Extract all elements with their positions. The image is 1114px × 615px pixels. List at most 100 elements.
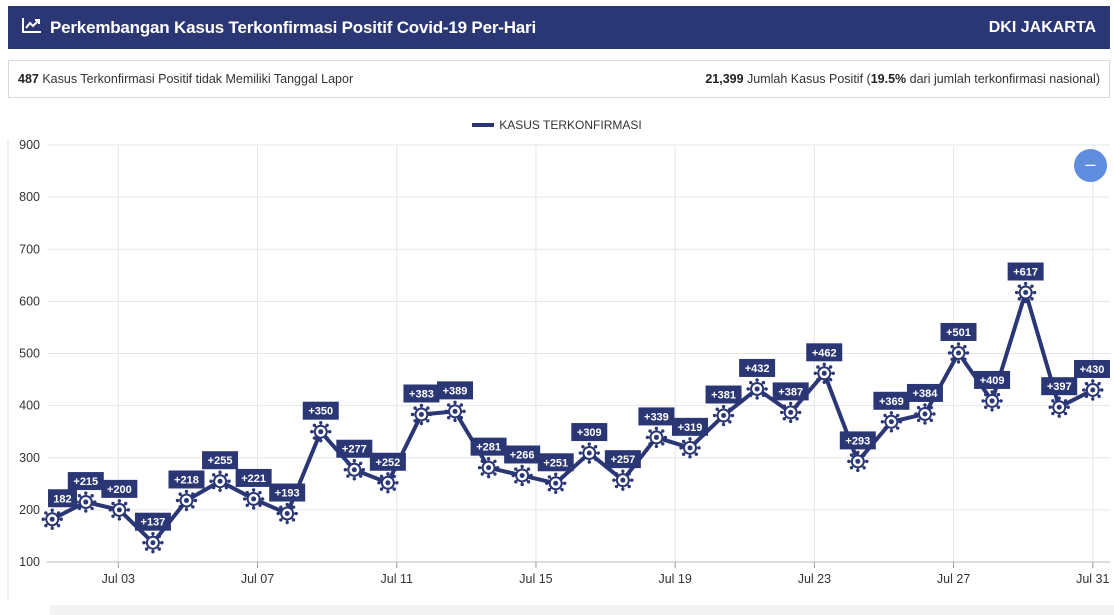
virus-icon	[645, 426, 668, 449]
data-label: +432	[745, 363, 770, 375]
virus-icon	[175, 489, 198, 512]
missing-date-count: 487	[18, 72, 39, 86]
data-label-box	[537, 453, 574, 472]
virus-icon	[914, 403, 936, 425]
data-label: +381	[711, 390, 736, 402]
missing-date-note: 487 Kasus Terkonfirmasi Positif tidak Me…	[18, 72, 353, 86]
y-tick-label: 400	[19, 399, 40, 413]
virus-icon	[880, 411, 903, 433]
data-label-box	[739, 358, 776, 377]
virus-icon	[410, 403, 433, 426]
data-label-box	[269, 483, 306, 502]
line-chart-icon	[22, 17, 42, 38]
data-label-box	[48, 489, 77, 508]
y-tick-label: 900	[19, 138, 40, 152]
virus-icon	[545, 472, 567, 494]
virus-icon	[477, 456, 500, 479]
data-label-box	[1074, 359, 1110, 378]
data-label-box	[873, 391, 910, 410]
virus-icon	[75, 491, 97, 513]
data-label: +397	[1047, 381, 1072, 393]
total-positive-count: 21,399	[705, 72, 744, 86]
data-label-box	[202, 451, 239, 470]
legend-swatch	[472, 122, 495, 127]
data-label-box	[134, 512, 171, 531]
virus-icon	[209, 470, 231, 492]
data-label-box	[839, 431, 876, 450]
data-label: +383	[409, 388, 434, 400]
data-label: +617	[1013, 267, 1038, 279]
info-bar: 487 Kasus Terkonfirmasi Positif tidak Me…	[8, 60, 1110, 98]
x-tick-label: Jul 07	[241, 572, 274, 586]
data-label-box	[1007, 262, 1044, 281]
total-positive-text-b: dari jumlah terkonfirmasi nasional)	[906, 72, 1100, 86]
data-label-box	[403, 384, 440, 403]
virus-icon	[142, 532, 164, 554]
y-tick-label: 700	[19, 242, 40, 256]
virus-icon	[41, 508, 63, 530]
data-label-box	[638, 407, 675, 426]
data-label-box	[336, 439, 373, 458]
data-label: +309	[577, 427, 602, 439]
y-tick-label: 300	[19, 451, 40, 465]
data-label: +339	[644, 411, 669, 423]
virus-icon	[343, 459, 366, 481]
total-positive-note: 21,399 Jumlah Kasus Positif (19.5% dari …	[705, 72, 1100, 86]
data-label-box	[940, 322, 977, 341]
data-label-box	[302, 401, 339, 420]
page-title: Perkembangan Kasus Terkonfirmasi Positif…	[50, 17, 536, 37]
y-tick-label: 200	[19, 503, 40, 517]
data-label: +255	[208, 455, 233, 467]
data-label: +221	[241, 473, 266, 485]
data-label: +350	[308, 406, 333, 418]
virus-icon	[1048, 396, 1070, 418]
data-label: +293	[845, 435, 870, 447]
virus-icon	[276, 502, 298, 525]
data-label-box	[67, 472, 104, 491]
virus-icon	[746, 378, 768, 400]
series-line	[51, 290, 1094, 545]
data-label-box	[369, 452, 406, 471]
data-label-box	[705, 385, 742, 404]
y-tick-label: 800	[19, 190, 40, 204]
data-label-box	[437, 381, 474, 400]
data-label: +277	[342, 444, 367, 456]
x-tick-label: Jul 03	[102, 572, 135, 586]
missing-date-text: Kasus Terkonfirmasi Positif tidak Memili…	[38, 72, 354, 86]
data-label: +215	[73, 476, 98, 488]
x-tick-label: Jul 31	[1076, 572, 1109, 586]
virus-icon	[981, 390, 1003, 412]
data-label: +281	[476, 442, 501, 454]
data-label-box	[974, 370, 1011, 389]
data-label: +462	[812, 347, 837, 359]
virus-icon	[947, 342, 970, 364]
total-positive-text-a: Jumlah Kasus Positif (	[743, 72, 871, 86]
data-label: +218	[174, 474, 199, 486]
zoom-out-button[interactable]: –	[1074, 149, 1107, 182]
virus-icon	[242, 488, 265, 510]
national-percent: 19.5%	[870, 72, 907, 86]
data-label: +384	[913, 388, 939, 400]
legend-label: KASUS TERKONFIRMASI	[499, 118, 642, 132]
virus-icon	[712, 404, 735, 427]
virus-icon	[108, 499, 131, 521]
x-tick-label: Jul 19	[658, 572, 691, 586]
virus-icon	[578, 442, 600, 464]
data-label-box	[1041, 377, 1078, 396]
data-label: +137	[141, 517, 166, 529]
footer-strip	[50, 605, 1114, 615]
data-label: +252	[375, 457, 400, 469]
region-label: DKI JAKARTA	[988, 18, 1096, 36]
data-label-box	[772, 382, 809, 401]
x-tick-label: Jul 15	[519, 572, 552, 586]
data-label: +430	[1080, 364, 1105, 376]
virus-icon	[679, 437, 701, 459]
data-label-box	[470, 437, 507, 456]
virus-icon	[377, 472, 399, 494]
data-label-box	[235, 468, 272, 487]
data-label-box	[906, 383, 943, 402]
chart-legend[interactable]: KASUS TERKONFIRMASI	[0, 118, 1114, 132]
data-label: +257	[610, 454, 635, 466]
chart-header: Perkembangan Kasus Terkonfirmasi Positif…	[8, 6, 1110, 49]
data-label: +369	[879, 396, 904, 408]
